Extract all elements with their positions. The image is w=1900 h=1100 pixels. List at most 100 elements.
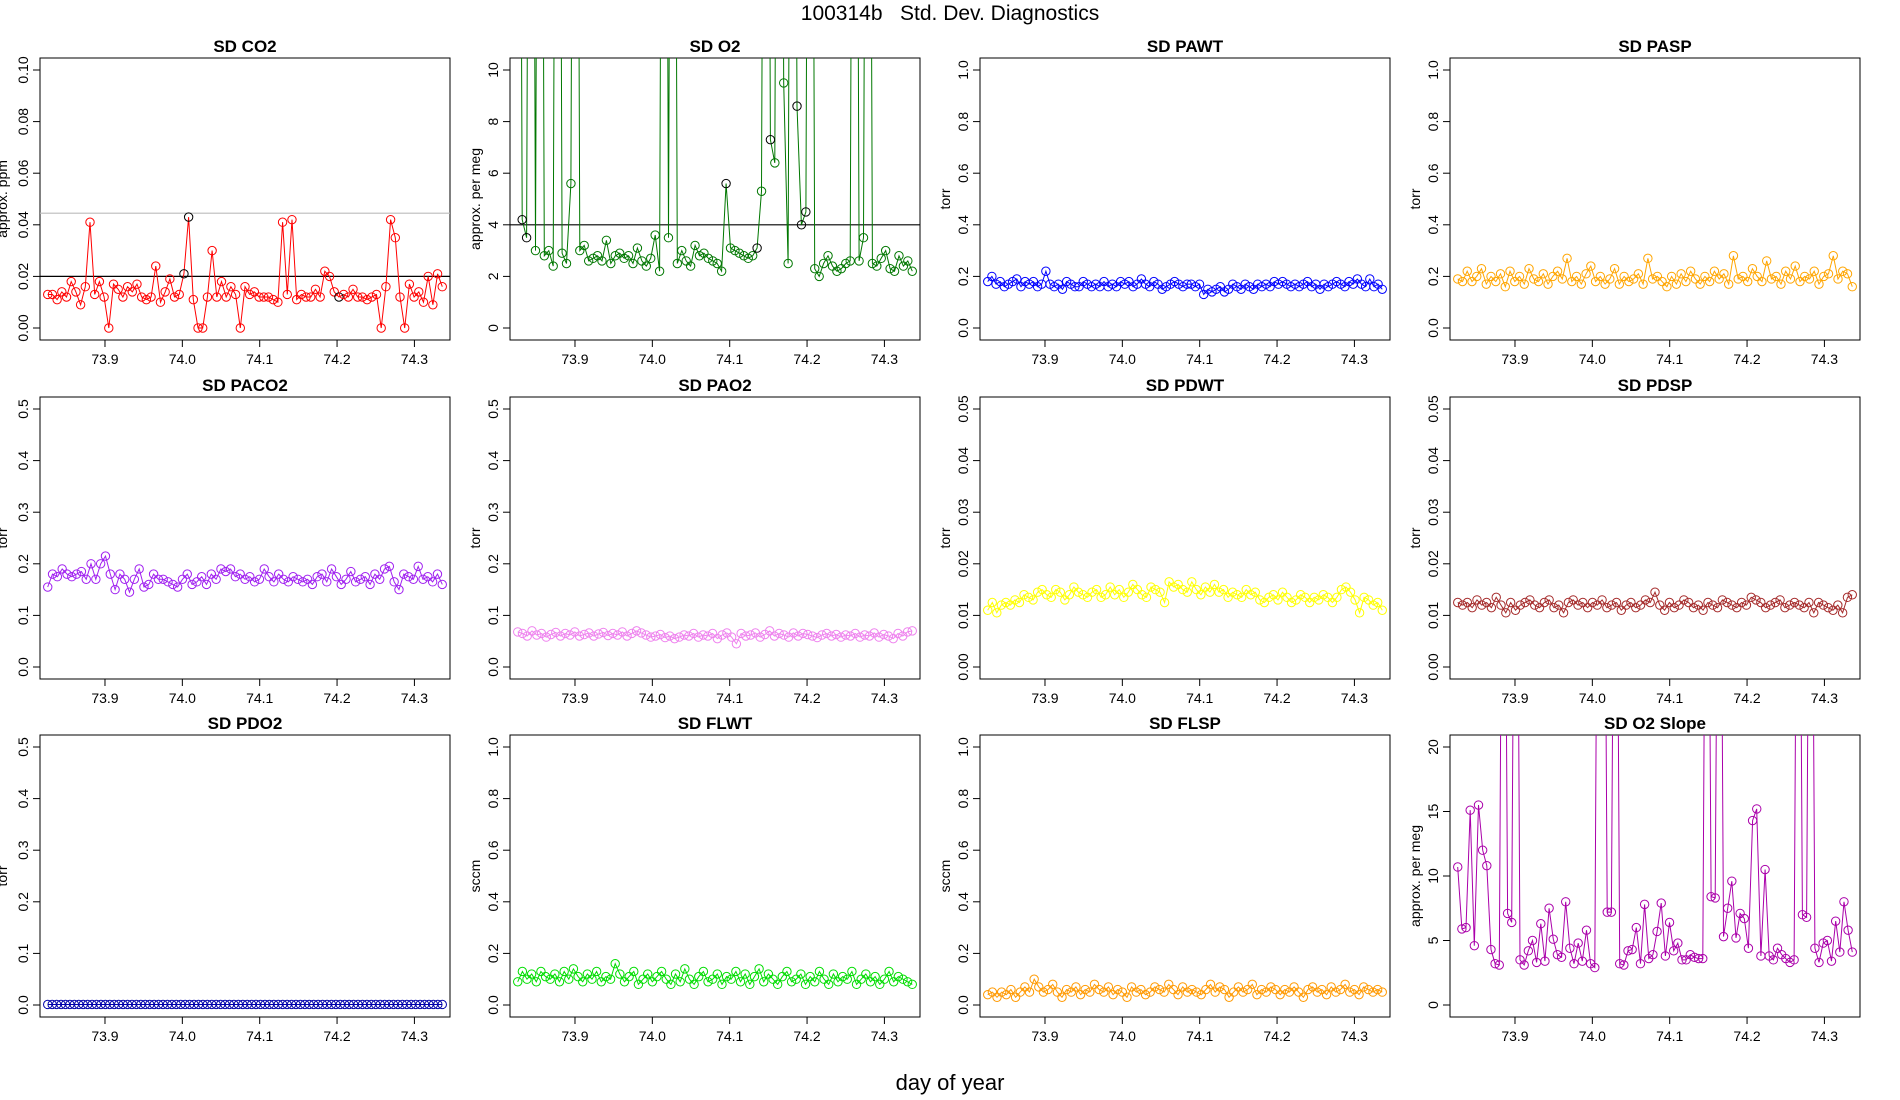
y-tick-label: 0.01 (955, 602, 971, 629)
data-point (198, 323, 208, 333)
data-point (531, 977, 542, 987)
data-point (792, 101, 802, 111)
data-point (1795, 276, 1805, 287)
data-point (1150, 584, 1161, 595)
data-point (1704, 276, 1715, 287)
y-tick-label: 0.08 (15, 108, 31, 135)
x-tick-label: 74.3 (401, 1028, 428, 1044)
data-point (1505, 597, 1516, 608)
x-tick-label: 74.0 (169, 1028, 196, 1044)
data-point (517, 214, 527, 225)
data-point (259, 564, 269, 574)
data-point (1080, 984, 1090, 995)
data-point (1781, 266, 1791, 276)
data-point (596, 977, 606, 987)
data-point (632, 243, 643, 253)
data-point (1472, 271, 1482, 282)
data-point (1565, 943, 1575, 953)
data-point (593, 629, 604, 639)
data-point (1728, 251, 1739, 261)
data-point (235, 569, 245, 579)
data-point (631, 626, 642, 636)
x-tick-label: 74.0 (1579, 690, 1606, 706)
data-point (395, 292, 405, 302)
data-point (288, 572, 298, 582)
data-point (148, 569, 159, 579)
data-point (1309, 592, 1319, 603)
data-point (1647, 274, 1658, 284)
data-point (1631, 922, 1642, 933)
data-point (343, 292, 354, 302)
data-point (1510, 276, 1520, 287)
data-point (360, 572, 370, 582)
data-point (779, 630, 789, 640)
panel-title: SD PDWT (1146, 376, 1225, 395)
data-point (587, 974, 597, 984)
panel-title: SD PAO2 (678, 376, 751, 395)
data-point (628, 258, 638, 269)
plot-frame (39, 734, 451, 1018)
data-point (1486, 602, 1497, 613)
data-point (90, 289, 100, 300)
data-point (1676, 269, 1686, 279)
x-tick-label: 74.1 (1656, 1028, 1683, 1044)
y-tick-label: 0.4 (955, 215, 971, 235)
data-point (1785, 600, 1795, 610)
y-tick-label: 0.03 (955, 498, 971, 525)
data-point (1717, 595, 1728, 605)
data-point (1214, 587, 1224, 597)
data-point (1177, 982, 1188, 992)
data-point (1645, 597, 1655, 608)
data-point (1490, 959, 1500, 969)
data-point (1071, 982, 1081, 992)
data-point (1507, 917, 1517, 928)
data-point (1823, 269, 1834, 279)
data-point (282, 289, 292, 300)
data-point (120, 574, 130, 584)
data-point (104, 323, 114, 333)
data-point (907, 979, 917, 990)
data-point (672, 258, 683, 269)
data-point (1001, 989, 1012, 1000)
data-point (1046, 592, 1056, 603)
data-point (367, 292, 377, 302)
data-point (1336, 584, 1347, 595)
data-point (1739, 913, 1749, 924)
x-tick-label: 74.1 (1656, 690, 1683, 706)
panel-9: SD PDO2 torr 0.0 0.1 0.2 0.3 0.4 0.5 73.9 74.0 74.… (0, 714, 451, 1044)
data-point (1294, 987, 1304, 997)
data-point (629, 966, 639, 977)
data-point (324, 271, 335, 282)
data-point (211, 574, 221, 584)
data-point (1548, 934, 1558, 944)
data-point (1519, 279, 1529, 289)
data-point (1799, 602, 1809, 613)
data-point (1117, 987, 1128, 997)
data-point (660, 632, 670, 643)
data-point (1847, 282, 1857, 292)
data-point (146, 292, 156, 302)
data-point (902, 977, 913, 987)
data-point (1578, 597, 1588, 608)
x-tick-label: 74.3 (1811, 690, 1838, 706)
data-point (1242, 984, 1253, 995)
data-point (1006, 984, 1016, 995)
data-point (661, 974, 671, 984)
data-point (1289, 982, 1299, 992)
data-point (1760, 602, 1771, 613)
data-point (1804, 274, 1815, 284)
data-point (1340, 979, 1350, 990)
data-point (1543, 279, 1553, 289)
data-point (907, 626, 917, 636)
data-point (740, 969, 750, 979)
data-point (1650, 587, 1660, 597)
data-point (1256, 984, 1267, 995)
data-point (566, 178, 576, 189)
data-point (1621, 600, 1631, 610)
data-point (177, 574, 188, 584)
data-point (814, 271, 824, 282)
panel-title: SD PDO2 (208, 714, 283, 733)
y-tick-label: 0.2 (1425, 266, 1441, 286)
data-point (1332, 592, 1342, 603)
data-point (427, 577, 438, 587)
